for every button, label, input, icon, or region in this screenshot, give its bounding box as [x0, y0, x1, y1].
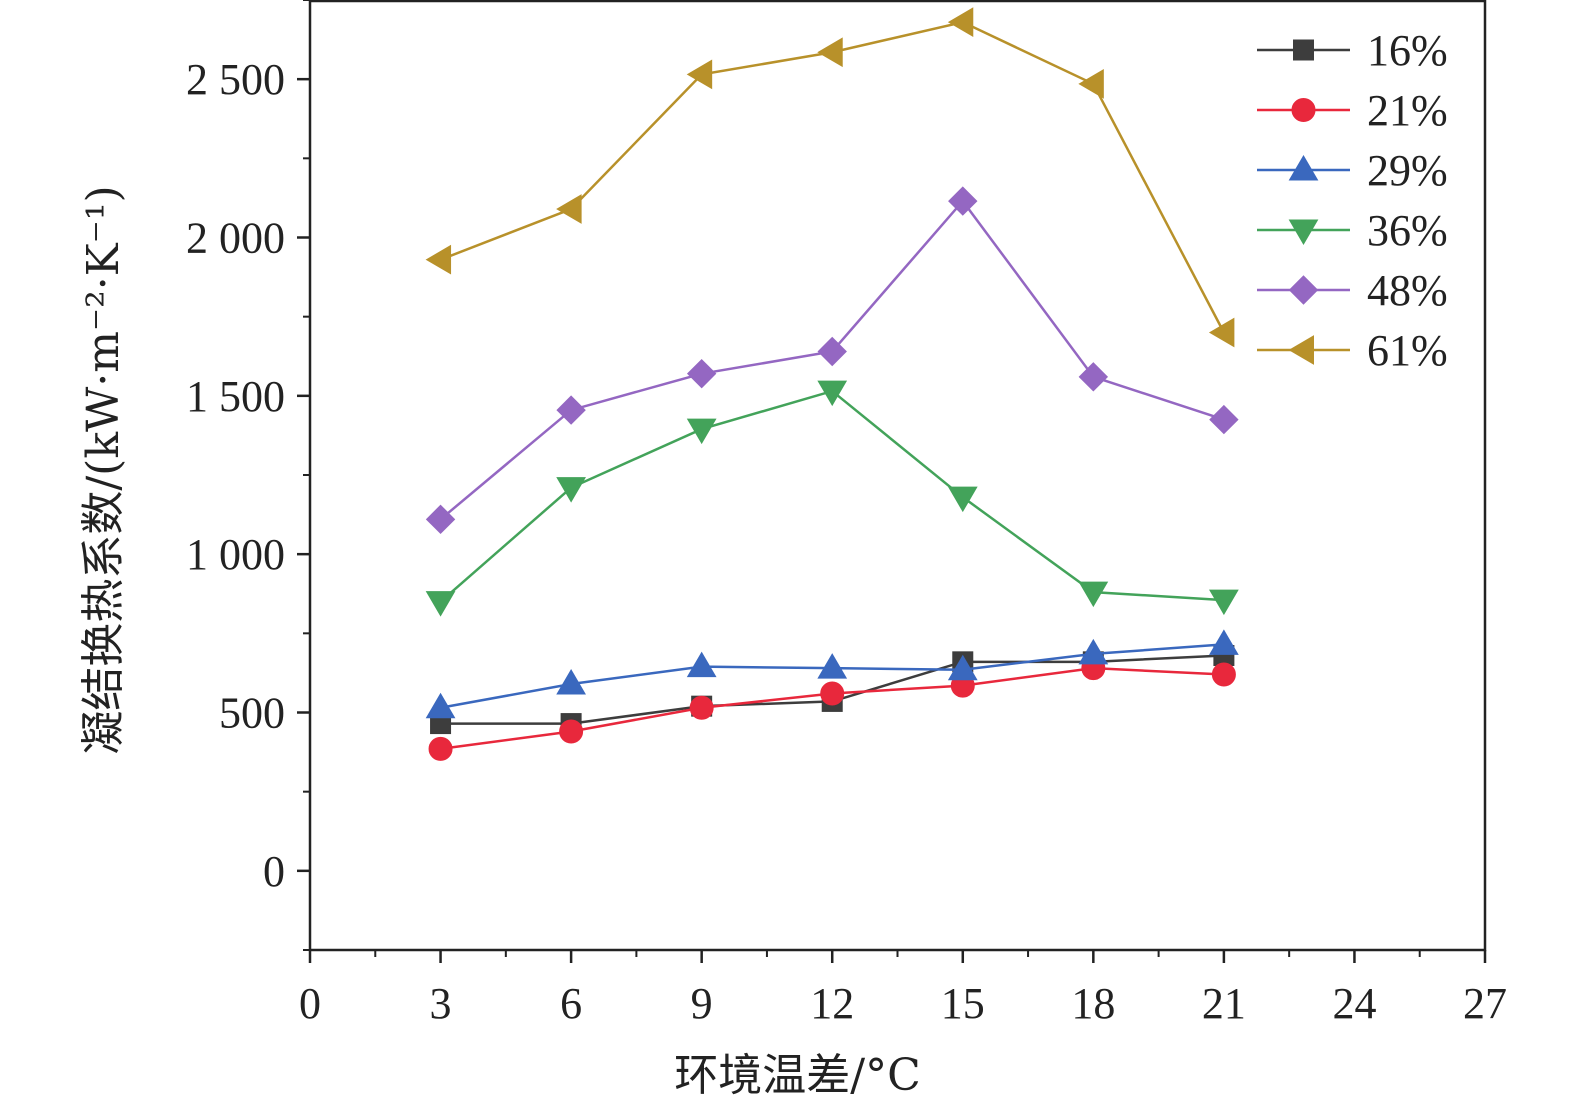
data-point: [556, 669, 586, 695]
data-point: [425, 692, 456, 719]
series-36pct: [425, 380, 1239, 617]
data-point: [820, 681, 845, 706]
x-tick-label: 18: [1071, 979, 1115, 1028]
data-point: [947, 7, 974, 38]
legend-item: 36%: [1257, 206, 1448, 255]
data-point: [817, 37, 843, 68]
x-tick-label: 12: [810, 979, 854, 1028]
data-point: [425, 244, 452, 275]
axes: 0 3 6 9 12 15 18 21 24 27 0 500 1 000 1 500 2 000 2 500: [186, 0, 1507, 1028]
legend-marker: [1288, 219, 1319, 245]
data-point: [686, 59, 713, 90]
data-point: [1078, 581, 1109, 608]
legend-label: 61%: [1367, 326, 1448, 375]
data-point: [947, 486, 978, 513]
legend-item: 16%: [1257, 26, 1448, 75]
legend-label: 48%: [1367, 266, 1448, 315]
legend-marker: [1288, 155, 1319, 181]
data-point: [556, 395, 586, 425]
data-point: [817, 380, 848, 407]
legend-item: 21%: [1257, 86, 1448, 135]
series-line: [440, 20, 1225, 334]
data-point: [1209, 629, 1239, 655]
data-point: [556, 477, 586, 503]
legend-item: 29%: [1257, 146, 1448, 195]
data-point: [1078, 638, 1109, 665]
y-tick-label: 2 000: [186, 214, 285, 263]
data-point: [948, 186, 978, 216]
data-point: [556, 194, 582, 224]
data-point: [1208, 317, 1235, 348]
plot-frame: [308, 0, 1487, 952]
y-tick-label: 0: [263, 847, 285, 896]
data-point: [686, 418, 717, 445]
data-point: [1209, 404, 1239, 435]
legend-label: 21%: [1367, 86, 1448, 135]
y-tick-label: 1 500: [186, 372, 285, 421]
x-tick-label: 24: [1332, 979, 1376, 1028]
y-tick-label: 1 000: [186, 530, 285, 579]
legend-marker: [1288, 275, 1319, 305]
data-point: [947, 654, 978, 681]
legend-label: 36%: [1367, 206, 1448, 255]
data-point: [689, 695, 714, 720]
x-tick-label: 27: [1463, 979, 1507, 1028]
data-point: [425, 504, 456, 535]
x-tick-label: 6: [560, 979, 582, 1028]
legend-marker: [1288, 335, 1314, 365]
data-point: [817, 336, 847, 367]
y-axis-title: 凝结换热系数/(kW·m⁻²·K⁻¹): [78, 185, 129, 754]
x-tick-label: 9: [691, 979, 713, 1028]
legend: 16% 21% 29% 36% 48% 61%: [1257, 26, 1448, 375]
series-48pct: [425, 186, 1239, 535]
data-point: [428, 736, 453, 761]
data-point: [817, 653, 848, 679]
legend-label: 29%: [1367, 146, 1448, 195]
legend-item: 61%: [1257, 326, 1448, 375]
legend-label: 16%: [1367, 26, 1448, 75]
data-point: [1211, 662, 1236, 687]
data-point: [686, 651, 717, 678]
legend-marker: [1291, 98, 1316, 122]
x-tick-label: 0: [299, 979, 321, 1028]
y-tick-label: 500: [219, 689, 285, 738]
series-line: [439, 389, 1224, 603]
legend-item: 48%: [1257, 266, 1448, 315]
data-point: [686, 358, 717, 389]
series-layer: [425, 7, 1239, 761]
y-tick-label: 2 500: [186, 55, 285, 104]
x-tick-label: 15: [941, 979, 985, 1028]
legend-marker: [1293, 39, 1314, 61]
data-point: [559, 719, 584, 744]
data-point: [1078, 69, 1104, 99]
series-29pct: [425, 629, 1239, 719]
x-axis-title: 环境温差/°C: [674, 1050, 921, 1101]
x-tick-label: 3: [430, 979, 452, 1028]
series-61pct: [425, 7, 1235, 348]
data-point: [1209, 589, 1239, 616]
x-tick-label: 21: [1202, 979, 1246, 1028]
data-point: [1078, 362, 1109, 392]
data-point: [425, 591, 456, 617]
plot-area: [308, 0, 1487, 952]
